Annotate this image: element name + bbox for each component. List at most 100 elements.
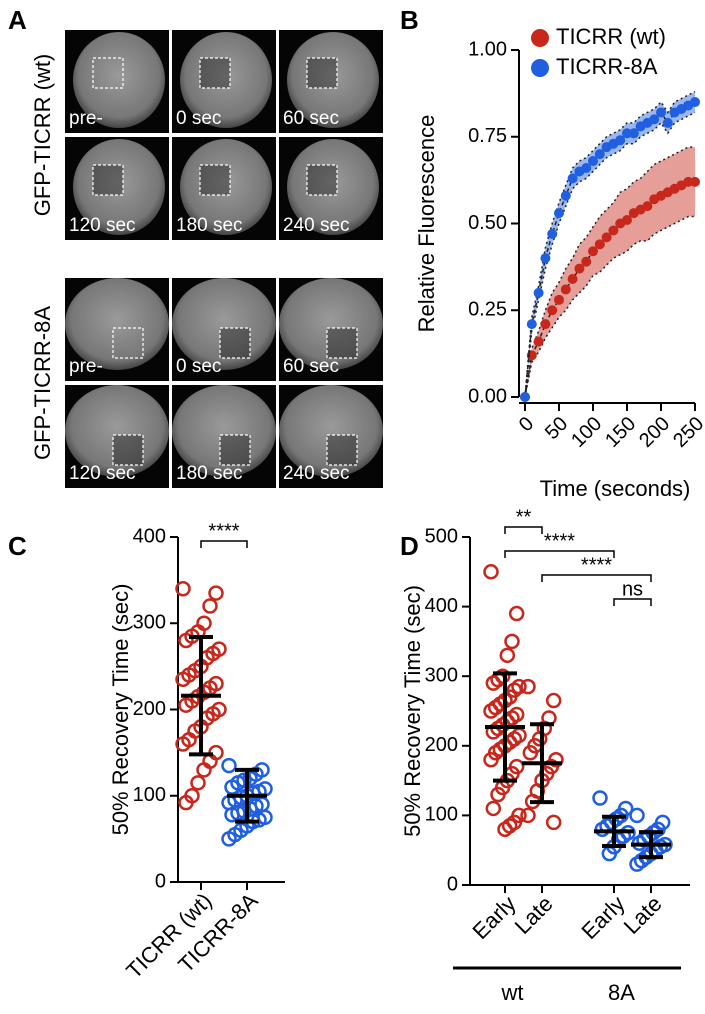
data-point (533, 287, 544, 298)
data-point (221, 757, 237, 774)
data-point (690, 176, 700, 187)
y-tick-label: 300 (425, 664, 458, 686)
legend-swatch (531, 29, 549, 47)
x-axis-title: Time (seconds) (540, 476, 691, 501)
nucleus (279, 278, 383, 370)
x-tick-label: 250 (669, 413, 705, 452)
significance-label: ** (516, 506, 532, 528)
y-tick-label: 100 (133, 784, 166, 806)
group-label: wt (501, 980, 524, 1005)
frame-label: 60 sec (283, 108, 339, 129)
y-tick-label: 200 (425, 734, 458, 756)
panel-label: B (400, 5, 419, 35)
data-point (567, 173, 578, 184)
frame-label: 240 sec (283, 463, 350, 484)
frame-label: 0 sec (176, 356, 221, 377)
data-point (592, 790, 608, 806)
y-tick-label: 0.75 (468, 125, 507, 147)
y-tick-label: 0 (447, 873, 458, 895)
bleach-roi (199, 57, 231, 89)
frame-label: 60 sec (283, 356, 339, 377)
x-tick-label: 0 (515, 413, 538, 436)
data-point (642, 201, 653, 212)
data-point (594, 821, 611, 838)
data-point (224, 806, 240, 823)
frame-label: 180 sec (176, 463, 243, 484)
x-tick-label: 100 (567, 413, 606, 452)
nucleus (65, 385, 169, 477)
group-label: 8A (608, 980, 635, 1005)
legend-label: TICRR (wt) (556, 24, 666, 49)
frame-label: 120 sec (69, 215, 136, 236)
data-point (485, 800, 502, 817)
significance-label: ns (622, 578, 643, 600)
nucleus (73, 139, 165, 235)
frame-label: pre- (69, 108, 103, 129)
data-point (601, 232, 612, 243)
data-point (547, 228, 558, 239)
bleach-roi (219, 327, 251, 359)
significance-bracket (200, 540, 248, 548)
bleach-roi (306, 57, 338, 89)
data-point (629, 807, 645, 824)
data-point (520, 807, 536, 824)
data-point (547, 305, 558, 316)
data-point (554, 208, 564, 219)
bleach-roi (112, 327, 144, 359)
data-point (560, 284, 571, 295)
bleach-roi (92, 164, 124, 196)
error-band (525, 91, 695, 397)
data-point (581, 162, 592, 173)
data-point (533, 336, 544, 347)
x-tick-label: 200 (635, 413, 674, 452)
y-axis-title: 50% Recovery Time (sec) (108, 584, 133, 836)
significance-bracket (504, 526, 543, 534)
data-point (581, 256, 592, 267)
panel-label: C (8, 531, 27, 561)
data-point (178, 794, 194, 811)
frame-label: 120 sec (69, 463, 136, 484)
data-point (522, 745, 539, 761)
y-axis-title: 50% Recovery Time (sec) (400, 585, 425, 837)
y-tick-label: 0 (155, 870, 166, 892)
legend-swatch (531, 59, 549, 77)
row-label: GFP-TICRR (wt) (30, 54, 55, 217)
panel-label: A (8, 5, 27, 35)
significance-label: **** (581, 554, 612, 576)
y-tick-label: 500 (425, 525, 458, 547)
data-point (520, 678, 536, 695)
data-point (540, 253, 551, 264)
nucleus (279, 385, 383, 477)
x-tick-label: 50 (541, 413, 572, 444)
bleach-roi (219, 434, 251, 466)
row-label: GFP-TICRR-8A (30, 306, 55, 460)
data-point (175, 736, 191, 752)
data-point (526, 319, 537, 330)
nucleus (172, 278, 276, 370)
bleach-roi (326, 434, 358, 466)
nucleus (287, 32, 379, 128)
data-point (560, 190, 571, 201)
bleach-roi (92, 57, 124, 89)
y-tick-label: 400 (133, 525, 166, 547)
nucleus (180, 139, 272, 235)
y-axis-title: Relative Fluorescence (414, 115, 439, 333)
data-point (554, 294, 564, 305)
frame-label: 0 sec (176, 108, 221, 129)
data-point (483, 564, 499, 580)
y-tick-label: 200 (133, 698, 166, 720)
data-point (221, 831, 237, 847)
y-tick-label: 0.25 (468, 299, 507, 321)
data-point (662, 117, 673, 128)
y-tick-label: 1.00 (468, 38, 507, 60)
bleach-roi (199, 164, 231, 196)
data-point (545, 692, 562, 709)
data-point (497, 821, 513, 838)
nucleus (172, 385, 276, 477)
data-point (483, 703, 499, 719)
data-point (178, 632, 194, 649)
frame-label: 180 sec (176, 215, 243, 236)
data-point (202, 598, 218, 614)
